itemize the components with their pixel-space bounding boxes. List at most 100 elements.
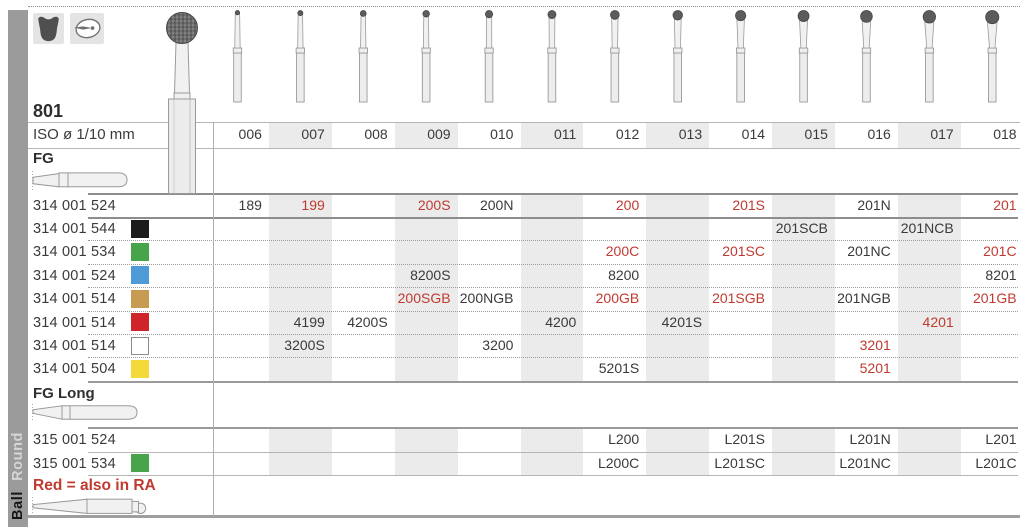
part-number-cell — [206, 428, 269, 451]
part-number-cell — [458, 311, 521, 334]
bur-illustration-017 — [922, 10, 936, 103]
part-number-cell — [646, 194, 709, 217]
part-number-cell — [520, 240, 583, 263]
rule — [88, 357, 1018, 359]
part-number-cell — [458, 240, 521, 263]
part-number-cell — [772, 287, 835, 310]
column-stripe — [897, 428, 961, 475]
article-code: 314 001 524 — [33, 267, 116, 284]
top-dotted-rule — [28, 6, 1020, 7]
part-number-cell: 201NGB — [837, 290, 891, 307]
fg-long-shank-illustration — [32, 404, 138, 421]
part-number-cell: L200C — [597, 454, 640, 471]
part-number-cell — [646, 287, 709, 310]
rule — [88, 475, 1018, 476]
bur-illustration-013 — [672, 10, 683, 103]
product-row: 189 199 200S 200N 200 201S 201N 201 — [206, 194, 1024, 217]
rule — [88, 263, 1018, 265]
part-number-cell — [332, 287, 395, 310]
part-number-cell: 3200 — [482, 337, 514, 353]
bur-illustration-012 — [610, 10, 620, 103]
article-code: 314 001 524 — [33, 197, 116, 214]
figure-number: 801 — [33, 101, 64, 121]
article-code: 315 001 524 — [33, 432, 116, 448]
part-number-cell: 5201S — [598, 360, 640, 377]
rule — [88, 240, 1018, 242]
column-stripe — [520, 193, 584, 381]
label-column-divider — [213, 122, 214, 516]
part-number-cell — [646, 357, 709, 380]
iso-size: 006 — [238, 126, 262, 142]
color-chip-red — [131, 313, 149, 332]
part-number-cell — [961, 217, 1024, 240]
bur-illustration-007 — [295, 10, 305, 103]
part-number-cell — [458, 264, 521, 287]
part-number-cell — [206, 452, 269, 475]
part-number-cell — [395, 217, 458, 240]
part-number-cell: 8200 — [608, 266, 640, 283]
rule — [28, 147, 1020, 149]
color-chip-yellow — [131, 360, 149, 379]
part-number-cell — [206, 217, 269, 240]
column-stripe — [772, 428, 835, 475]
part-number-cell: 3201 — [859, 337, 891, 353]
color-chip-black — [131, 219, 149, 238]
part-number-cell — [206, 240, 269, 263]
article-code: 314 001 514 — [33, 314, 116, 331]
part-number-cell — [332, 194, 395, 217]
bur-size-strip — [232, 10, 1000, 103]
bur-illustration-016 — [860, 10, 873, 103]
rule — [88, 216, 1018, 219]
part-number-cell: 201C — [983, 243, 1017, 260]
article-code: 314 001 504 — [33, 361, 116, 378]
part-number-cell: L201N — [849, 431, 891, 447]
column-stripe — [394, 428, 458, 475]
large-bur-illustration — [166, 12, 198, 194]
part-number-cell — [395, 240, 458, 263]
part-number-cell — [709, 334, 772, 357]
part-number-cell: 4201S — [661, 313, 703, 330]
product-row: 200SGB 200NGB 200GB 201SGB 201NGB 201GB — [206, 287, 1024, 310]
part-number-cell — [269, 357, 332, 380]
shape-sidebar: Round Ball — [8, 10, 28, 527]
rule — [88, 287, 1018, 289]
part-number-cell — [332, 452, 395, 475]
color-chip-green — [131, 454, 149, 473]
part-number-cell: 200C — [605, 243, 640, 260]
bur-in-cavity-icon — [70, 13, 104, 44]
rule — [88, 310, 1018, 312]
iso-size: 010 — [490, 126, 514, 142]
column-stripe — [772, 193, 835, 381]
part-number-cell — [269, 240, 332, 263]
part-number-cell: L201NC — [839, 454, 891, 471]
iso-size-header-row: 006 007 008 009 010 011 012 013 014 015 016 017 018 — [206, 122, 1024, 148]
article-code-row: 314 001 514 — [33, 311, 206, 334]
part-number-cell: 200 — [615, 196, 640, 213]
part-number-cell — [206, 311, 269, 334]
part-number-cell — [520, 217, 583, 240]
part-number-cell — [395, 428, 458, 451]
article-code: 314 001 544 — [33, 221, 116, 237]
part-number-cell — [520, 452, 583, 475]
bur-illustration-015 — [797, 10, 810, 103]
part-number-cell — [269, 452, 332, 475]
part-number-cell — [395, 452, 458, 475]
part-number-cell — [898, 334, 961, 357]
product-row: 4199 4200S 4200 4201S 4201 — [206, 311, 1024, 334]
column-stripe — [520, 428, 584, 475]
bur-illustration-011 — [547, 10, 557, 103]
iso-size: 015 — [804, 126, 828, 142]
part-number-cell — [898, 428, 961, 451]
part-number-cell — [520, 194, 583, 217]
ra-shank-illustration — [32, 497, 147, 516]
part-number-cell — [646, 334, 709, 357]
iso-size: 013 — [678, 126, 703, 142]
bur-illustration-010 — [484, 10, 494, 103]
color-chip-gold — [131, 289, 149, 308]
part-number-cell — [332, 264, 395, 287]
product-row: L200C L201SC L201NC L201C — [206, 452, 1024, 475]
part-number-cell — [835, 217, 898, 240]
column-stripe — [268, 428, 332, 475]
rule — [88, 334, 1018, 335]
part-number-cell — [395, 334, 458, 357]
